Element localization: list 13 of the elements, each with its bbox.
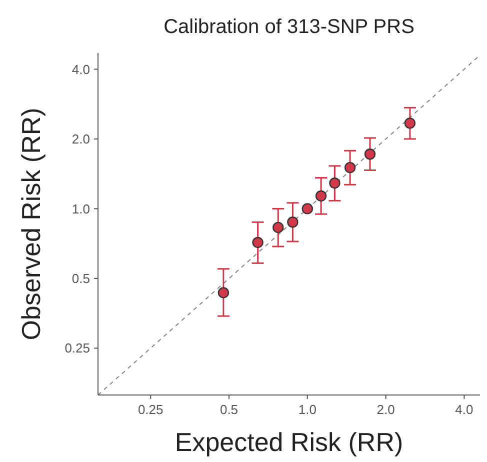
x-tick-label: 0.5 xyxy=(220,402,238,417)
y-axis-title: Observed Risk (RR) xyxy=(16,108,46,340)
x-tick-label: 0.25 xyxy=(138,402,164,417)
x-tick-label: 4.0 xyxy=(455,402,474,417)
x-tick-label: 1.0 xyxy=(298,402,316,417)
y-tick-label: 2.0 xyxy=(72,132,90,147)
y-tick-label: 0.5 xyxy=(72,271,90,286)
x-axis-title: Expected Risk (RR) xyxy=(174,427,404,457)
y-tick-label: 0.25 xyxy=(64,340,90,356)
y-tick-label: 4.0 xyxy=(72,62,90,77)
x-tick-label: 2.0 xyxy=(376,402,395,417)
y-tick-label: 1.0 xyxy=(72,201,90,216)
chart-title: Calibration of 313-SNP PRS xyxy=(164,16,414,38)
